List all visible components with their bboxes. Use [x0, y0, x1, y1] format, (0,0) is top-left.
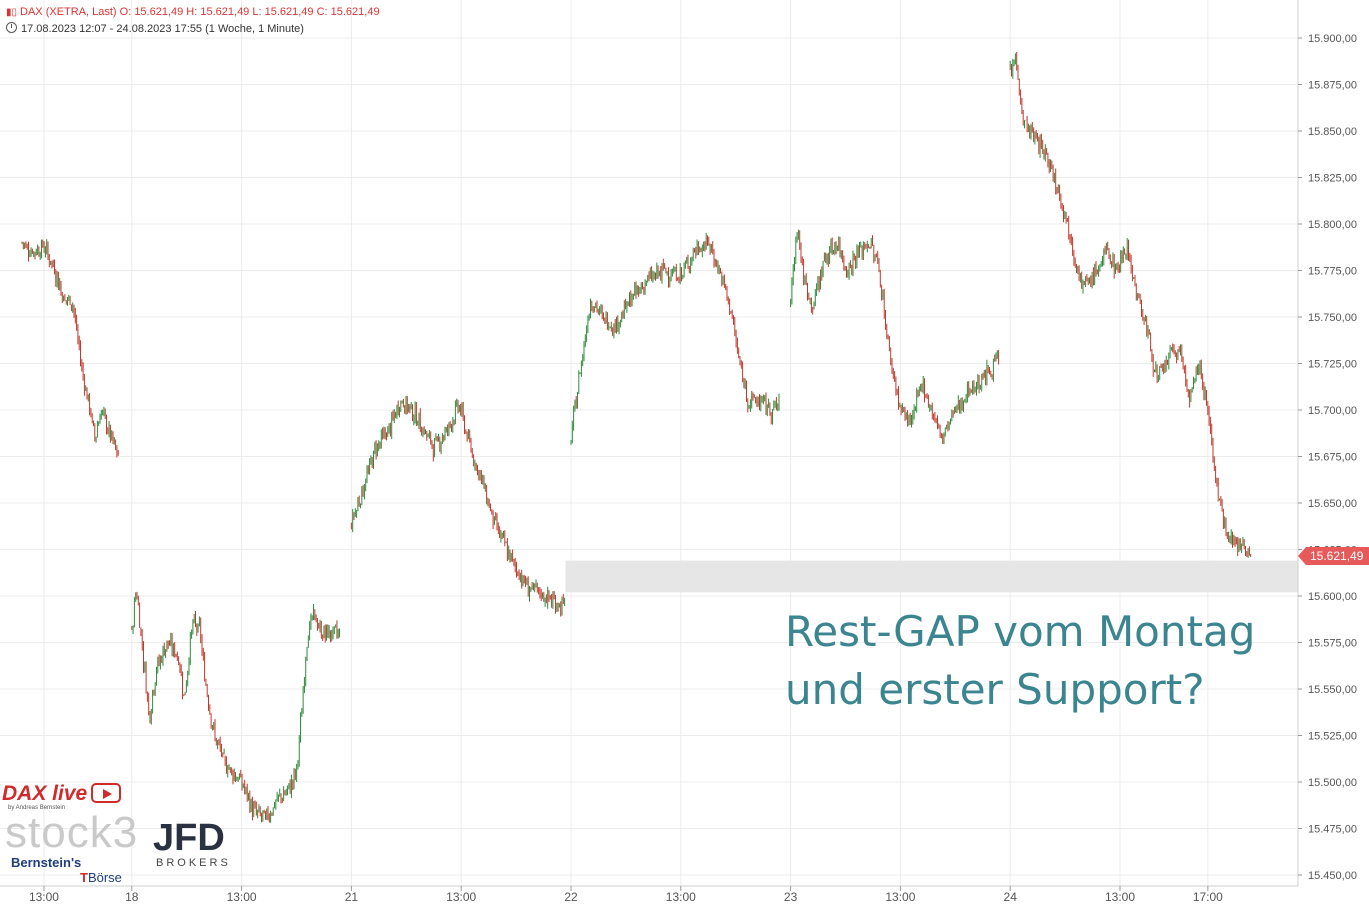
x-tick-label: 13:00: [227, 890, 257, 904]
x-tick-label: 13:00: [446, 890, 476, 904]
dax-live-logo: DAX live by Andreas Bernstein: [2, 782, 122, 811]
annotation-line-2: und erster Support?: [785, 665, 1205, 714]
y-tick-label: 15.900,00: [1308, 33, 1357, 45]
jfd-logo: JFD: [153, 817, 225, 859]
jfd-brokers-text: BROKERS: [156, 857, 231, 869]
y-tick-label: 15.525,00: [1308, 731, 1357, 743]
ohlc-bars-icon: ▮▯: [6, 7, 18, 18]
y-tick-label: 15.875,00: [1308, 80, 1357, 92]
candles: [21, 51, 1252, 823]
y-tick-label: 15.600,00: [1308, 591, 1357, 603]
play-icon: [91, 783, 122, 803]
y-tick-label: 15.825,00: [1308, 173, 1357, 185]
x-tick-label: 22: [564, 890, 578, 904]
time-range-text: 17.08.2023 12:07 - 24.08.2023 17:55 (1 W…: [21, 23, 304, 35]
x-tick-label: 13:00: [29, 890, 59, 904]
stock3-logo: stock3: [5, 808, 139, 857]
boerse-text: Börse: [87, 870, 122, 885]
y-tick-label: 15.800,00: [1308, 219, 1357, 231]
y-tick-label: 15.475,00: [1308, 824, 1357, 836]
x-tick-label: 13:00: [666, 890, 696, 904]
y-tick-label: 15.575,00: [1308, 638, 1357, 650]
clock-icon: [6, 22, 17, 33]
price-axis: 15.450,00 15.475,00 15.500,00 15.525,00 15.5…: [1298, 33, 1357, 882]
x-tick-label: 13:00: [1105, 890, 1135, 904]
y-tick-label: 15.750,00: [1308, 312, 1357, 324]
x-tick-label: 18: [125, 890, 139, 904]
ohlc-readout: DAX (XETRA, Last) O: 15.621,49 H: 15.621…: [20, 6, 380, 18]
x-tick-label: 23: [784, 890, 798, 904]
last-price-label: 15.621,49: [1310, 549, 1364, 563]
last-price-marker: 15.621,49: [1298, 547, 1369, 566]
time-axis: 13:00 18 13:00 21 13:00 22 13:00 23 13:00 24 13:00…: [29, 886, 1223, 904]
annotation-line-1: Rest-GAP vom Montag: [785, 607, 1256, 656]
y-tick-label: 15.550,00: [1308, 684, 1357, 696]
time-range-header: 17.08.2023 12:07 - 24.08.2023 17:55 (1 W…: [6, 22, 304, 35]
y-tick-label: 15.450,00: [1308, 870, 1357, 882]
instrument-header: ▮▯ DAX (XETRA, Last) O: 15.621,49 H: 15.6…: [6, 6, 380, 18]
x-tick-label: 17:00: [1193, 890, 1223, 904]
x-tick-label: 24: [1004, 890, 1018, 904]
x-tick-label: 13:00: [885, 890, 915, 904]
y-tick-label: 15.725,00: [1308, 359, 1357, 371]
gap-zone: [565, 560, 1298, 593]
grid-lines: [0, 0, 1298, 886]
last-price-tag: [1298, 547, 1369, 566]
x-tick-label: 21: [345, 890, 359, 904]
y-tick-label: 15.650,00: [1308, 498, 1357, 510]
dax-live-text: DAX live: [2, 782, 88, 805]
chart-annotation: Rest-GAP vom Montag und erster Support?: [785, 603, 1255, 719]
boerse-logo: TBörse: [80, 870, 122, 885]
y-tick-label: 15.675,00: [1308, 452, 1357, 464]
bernstein-logo: Bernstein's: [11, 855, 82, 870]
y-tick-label: 15.700,00: [1308, 405, 1357, 417]
y-tick-label: 15.500,00: [1308, 777, 1357, 789]
y-tick-label: 15.850,00: [1308, 126, 1357, 138]
dax-live-byline: by Andreas Bernstein: [8, 805, 66, 811]
y-tick-label: 15.775,00: [1308, 266, 1357, 278]
